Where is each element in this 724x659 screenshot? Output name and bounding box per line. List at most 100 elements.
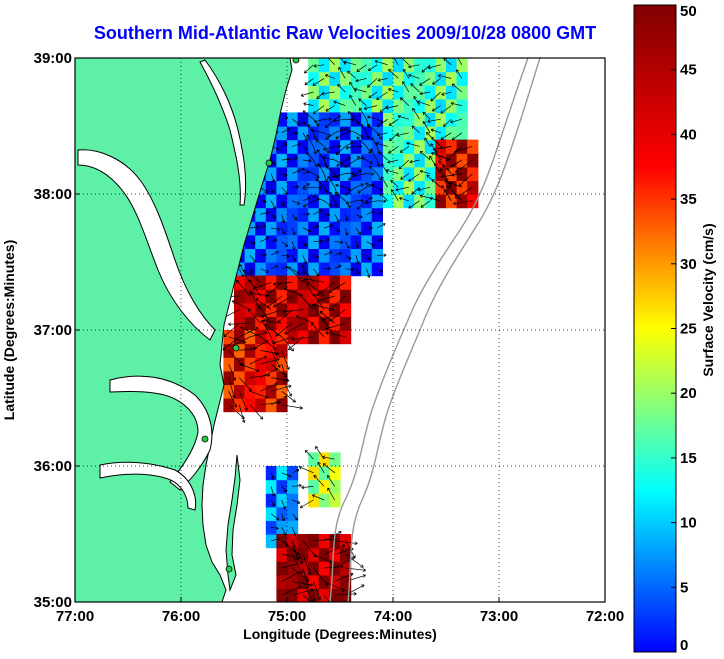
y-tick-label: 37:00: [34, 322, 72, 339]
velocity-arrow: [323, 187, 328, 193]
velocity-arrow-head: [264, 395, 269, 399]
velocity-arrow-head: [284, 243, 289, 247]
colorbar-tick-label: 0: [680, 637, 688, 654]
velocity-arrow: [275, 322, 293, 337]
velocity-cell: [435, 126, 447, 141]
velocity-arrow-head: [304, 449, 309, 454]
colorbar-tick-label: 45: [680, 62, 697, 79]
velocity-arrow: [319, 311, 335, 324]
velocity-arrow: [355, 156, 365, 161]
velocity-cell: [393, 180, 405, 195]
velocity-arrow: [366, 159, 373, 165]
velocity-arrow: [281, 561, 304, 569]
velocity-cell: [382, 112, 394, 127]
velocity-arrow-head: [432, 108, 436, 112]
velocity-arrow: [313, 240, 323, 242]
velocity-arrow: [355, 132, 364, 139]
velocity-arrow: [228, 350, 244, 367]
velocity-cell: [403, 180, 415, 195]
velocity-arrow-head: [326, 238, 330, 242]
velocity-arrow-head: [301, 167, 305, 172]
velocity-arrow-head: [430, 128, 434, 133]
velocity-field-outer-banks-offshore: [308, 452, 341, 508]
velocity-arrow: [332, 173, 346, 178]
velocity-cell: [435, 85, 447, 100]
velocity-arrow-head: [409, 159, 413, 164]
arrow-field-delaware-offshore: [300, 58, 463, 210]
velocity-arrow-head: [264, 331, 268, 335]
velocity-arrow-head: [294, 156, 298, 160]
velocity-arrow: [419, 195, 441, 202]
velocity-arrow: [292, 499, 301, 504]
velocity-arrow: [376, 146, 380, 154]
velocity-arrow-head: [315, 445, 319, 450]
velocity-cell: [287, 330, 299, 345]
velocity-arrow: [302, 268, 305, 275]
velocity-arrow-head: [376, 96, 380, 100]
velocity-arrow-head: [316, 149, 321, 153]
velocity-arrow: [302, 197, 311, 202]
velocity-arrow-head: [277, 400, 281, 405]
velocity-cell: [308, 98, 320, 113]
velocity-arrow-head: [329, 318, 333, 322]
velocity-arrow-head: [402, 81, 406, 85]
velocity-arrow-head: [306, 281, 311, 286]
velocity-arrow-head: [371, 243, 375, 247]
velocity-arrow-head: [371, 210, 375, 214]
velocity-cell: [393, 166, 405, 181]
velocity-arrow-head: [369, 197, 373, 201]
velocity-arrow-head: [288, 266, 292, 270]
colorbar-tick-label: 50: [680, 3, 697, 20]
velocity-arrow: [356, 200, 367, 210]
velocity-cell: [255, 370, 267, 385]
velocity-cell: [435, 71, 447, 86]
velocity-arrow: [334, 593, 357, 596]
velocity-arrow: [345, 130, 351, 134]
velocity-arrow: [260, 211, 270, 215]
velocity-arrow-head: [432, 147, 436, 151]
velocity-arrow: [440, 132, 452, 140]
velocity-arrow-head: [329, 191, 333, 195]
velocity-arrow: [411, 125, 420, 134]
velocity-arrow: [329, 191, 336, 201]
velocity-arrow-head: [288, 346, 292, 351]
velocity-arrow: [334, 227, 341, 232]
velocity-arrow-head: [275, 526, 279, 530]
velocity-arrow: [365, 200, 378, 204]
isobath-contours: [329, 58, 541, 602]
velocity-cell: [340, 71, 352, 86]
velocity-arrow: [222, 336, 240, 351]
velocity-arrow: [302, 186, 314, 189]
velocity-cell: [308, 71, 320, 86]
velocity-arrow: [298, 293, 314, 310]
velocity-arrow-head: [306, 134, 310, 138]
velocity-arrow-head: [326, 149, 330, 154]
velocity-arrow: [334, 115, 341, 120]
velocity-arrow: [453, 200, 473, 205]
velocity-cell: [308, 452, 320, 467]
velocity-arrow: [313, 105, 325, 114]
velocity-arrow-head: [316, 197, 320, 202]
velocity-arrow: [390, 179, 399, 188]
velocity-arrow-head: [345, 145, 349, 150]
velocity-arrow-head: [426, 174, 430, 179]
velocity-arrow-head: [421, 69, 425, 73]
velocity-cell: [456, 153, 468, 168]
velocity-cell: [265, 234, 277, 249]
velocity-cell: [297, 330, 309, 345]
velocity-cell: [403, 166, 415, 181]
velocity-arrow: [258, 304, 272, 324]
colorbar-ticks: 0 5 10 15 20 25 30 35 40 45 50: [671, 3, 697, 654]
velocity-arrow: [338, 67, 346, 79]
velocity-cell: [414, 180, 426, 195]
velocity-arrow-head: [336, 228, 341, 232]
velocity-arrow-head: [360, 198, 364, 203]
velocity-arrow: [345, 118, 355, 121]
velocity-arrow: [249, 404, 264, 420]
velocity-arrow: [345, 200, 351, 208]
velocity-arrow-head: [335, 151, 340, 156]
velocity-cell: [340, 275, 352, 290]
velocity-arrow-head: [327, 487, 331, 491]
velocity-cell: [446, 58, 458, 73]
velocity-cell: [371, 85, 383, 100]
